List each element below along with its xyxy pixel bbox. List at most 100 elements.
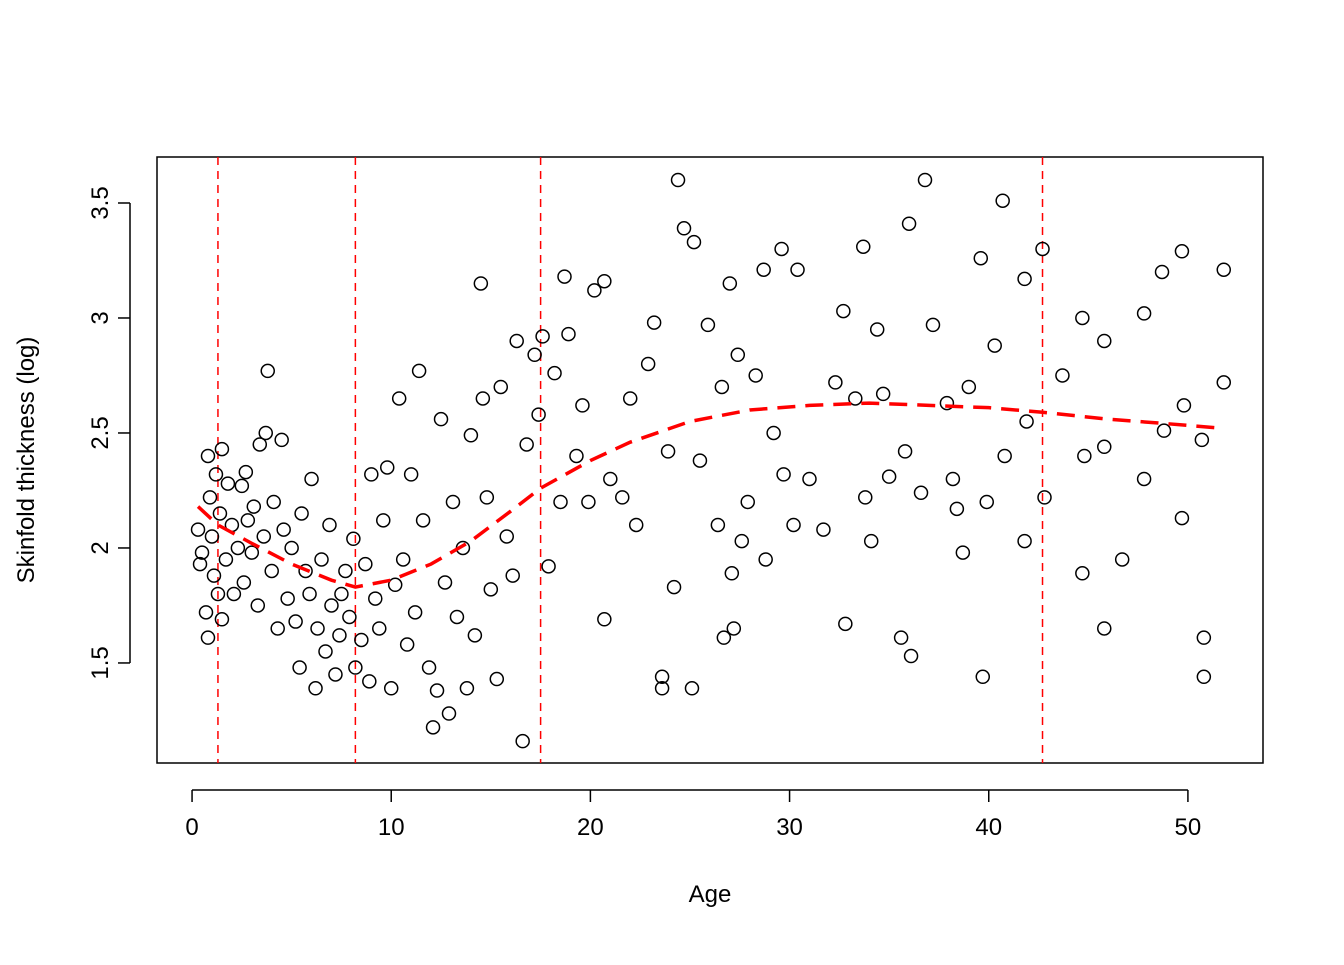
point: [252, 437, 268, 452]
point: [220, 476, 236, 491]
y-tick-label: 2.5: [87, 416, 114, 449]
point: [1194, 432, 1210, 448]
point: [660, 444, 676, 459]
point: [622, 391, 638, 406]
point: [1114, 552, 1130, 567]
point: [505, 568, 520, 583]
point: [246, 499, 262, 514]
point: [284, 540, 299, 556]
point: [473, 276, 489, 291]
point: [395, 552, 411, 567]
point: [628, 517, 644, 533]
point: [250, 598, 266, 613]
point: [1174, 244, 1190, 259]
x-axis-title: Age: [689, 881, 732, 908]
point: [949, 501, 965, 517]
point: [302, 586, 317, 602]
point: [615, 490, 630, 505]
point: [575, 398, 590, 413]
y-tick-label: 3: [87, 311, 114, 324]
point: [1077, 448, 1092, 464]
point: [734, 533, 750, 549]
point: [194, 545, 210, 560]
point: [569, 448, 584, 464]
point: [368, 591, 383, 606]
point: [666, 579, 682, 595]
point: [875, 386, 891, 402]
point: [304, 471, 319, 487]
point: [901, 216, 917, 231]
point: [372, 621, 387, 636]
point: [1176, 398, 1192, 413]
point: [493, 379, 509, 395]
point: [828, 375, 843, 390]
point: [429, 683, 445, 698]
point: [294, 506, 309, 521]
point: [208, 467, 224, 482]
point: [459, 681, 475, 696]
point: [200, 448, 216, 464]
point: [415, 513, 431, 528]
point: [214, 441, 230, 457]
point: [192, 556, 208, 572]
y-tick-label: 2: [87, 541, 114, 554]
point: [238, 464, 254, 480]
point: [288, 614, 303, 629]
point: [445, 494, 461, 510]
point: [280, 591, 295, 606]
point: [266, 494, 281, 510]
point: [318, 644, 333, 659]
point: [499, 529, 514, 544]
y-tick-label: 1.5: [87, 646, 114, 679]
point: [531, 407, 546, 422]
point: [421, 660, 437, 675]
point: [987, 338, 1002, 353]
point: [354, 632, 369, 648]
point: [553, 494, 568, 510]
y-axis-title: Skinfold thickness (log): [13, 337, 40, 584]
point: [210, 586, 226, 602]
point: [1055, 368, 1070, 383]
point: [692, 453, 708, 468]
x-tick-label: 40: [975, 814, 1002, 841]
point: [869, 322, 885, 337]
point: [654, 681, 670, 696]
point: [240, 513, 256, 528]
point: [774, 241, 789, 257]
point: [995, 193, 1010, 208]
point: [939, 395, 955, 411]
point: [226, 586, 242, 602]
point: [276, 522, 291, 537]
point: [376, 513, 391, 528]
point: [979, 494, 994, 510]
point: [1196, 669, 1212, 685]
point: [342, 609, 357, 625]
point: [561, 326, 576, 342]
point: [1035, 241, 1050, 257]
point: [244, 545, 260, 560]
point: [527, 347, 542, 363]
point: [1097, 439, 1112, 455]
point: [858, 490, 873, 505]
point: [425, 720, 441, 735]
point: [897, 444, 913, 459]
point: [748, 368, 763, 383]
point: [925, 317, 941, 333]
point: [212, 506, 228, 521]
point: [597, 273, 612, 289]
point: [236, 575, 252, 590]
point: [1075, 310, 1090, 326]
point: [710, 517, 726, 533]
point: [403, 467, 419, 482]
point: [836, 303, 851, 319]
point: [1174, 510, 1190, 526]
point: [856, 239, 871, 254]
point: [483, 582, 499, 597]
point: [489, 671, 505, 687]
point: [328, 667, 343, 682]
point: [945, 471, 961, 487]
point: [218, 552, 234, 567]
point: [338, 563, 353, 579]
point: [597, 612, 612, 627]
